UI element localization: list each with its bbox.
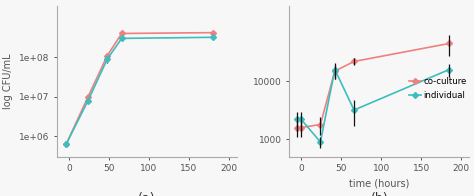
- Y-axis label: log CFU/mL: log CFU/mL: [3, 54, 13, 109]
- Legend: co-culture, individual: co-culture, individual: [409, 77, 467, 100]
- Text: (b): (b): [370, 192, 388, 196]
- X-axis label: time (hours): time (hours): [349, 179, 410, 189]
- Text: (a): (a): [138, 192, 155, 196]
